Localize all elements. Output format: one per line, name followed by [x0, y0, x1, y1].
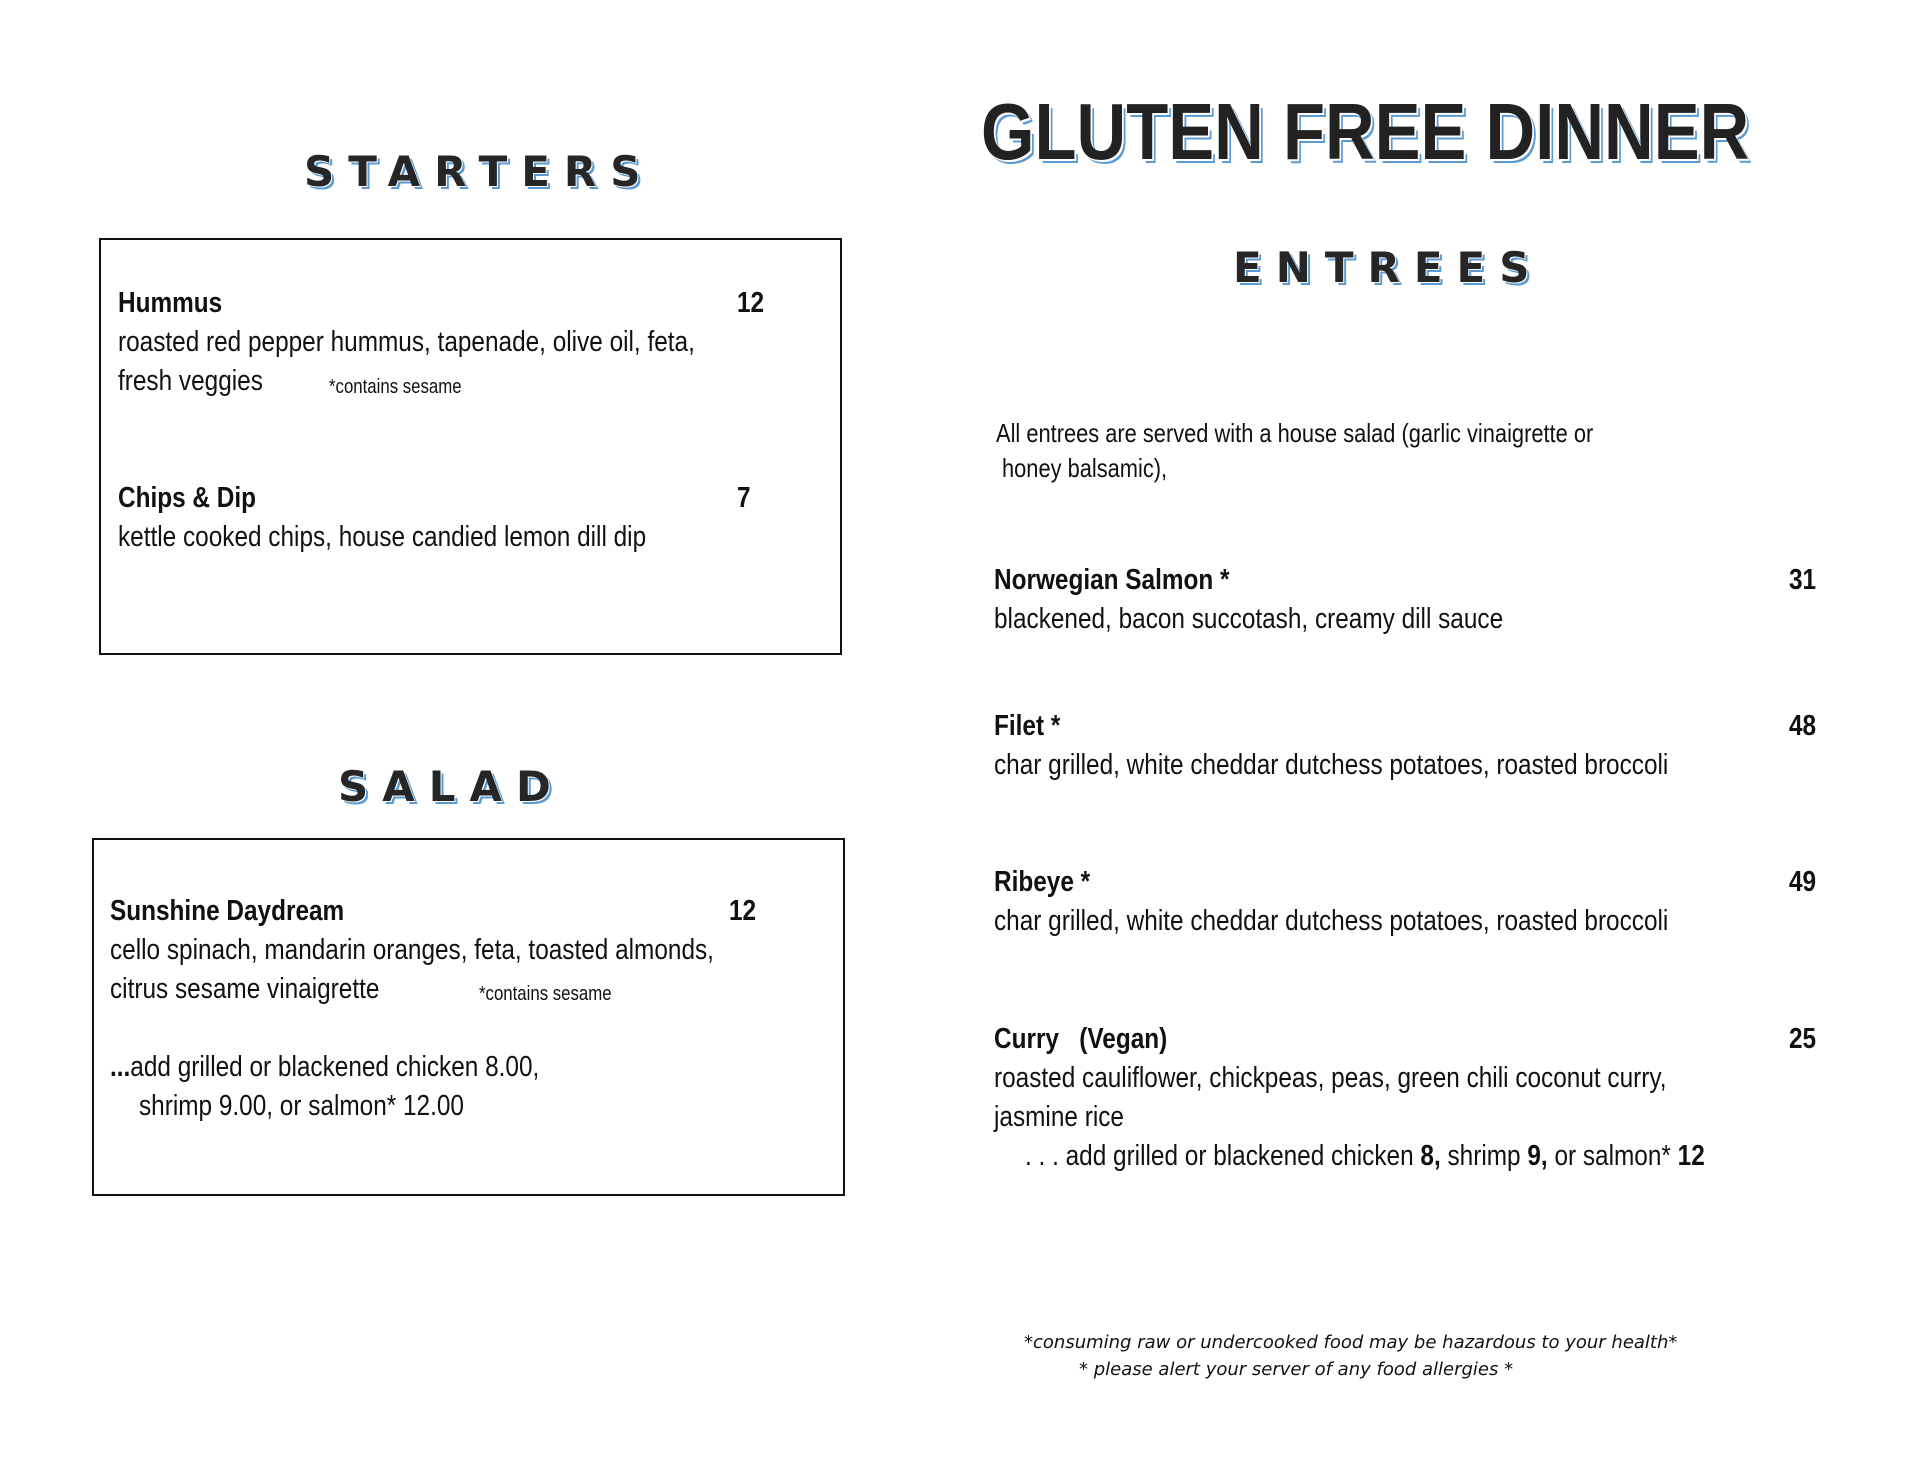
footer-allergy-notice: * please alert your server of any food a… [1079, 1359, 1514, 1380]
hummus-price: 12 [737, 287, 765, 319]
norwegian-salmon-name: Norwegian Salmon * [994, 564, 1230, 596]
curry-addon-text-2: shrimp [1440, 1140, 1528, 1172]
curry-addon-text-3: or salmon* [1547, 1140, 1678, 1172]
curry-addon: . . . add grilled or blackened chicken 8… [1025, 1142, 1705, 1171]
starters-box [99, 238, 842, 655]
curry-addon-shrimp-price: 9, [1527, 1140, 1548, 1172]
hummus-name: Hummus [118, 287, 223, 319]
entrees-intro-2: honey balsamic), [1002, 453, 1168, 483]
chips-dip-name: Chips & Dip [118, 482, 257, 514]
salad-box [92, 838, 845, 1196]
starters-heading: STARTERS [304, 147, 655, 196]
curry-addon-chicken-price: 8, [1420, 1140, 1441, 1172]
chips-dip-desc: kettle cooked chips, house candied lemon… [118, 521, 647, 553]
curry-addon-salmon-price: 12 [1677, 1140, 1705, 1172]
norwegian-salmon-price: 31 [1789, 564, 1817, 596]
salad-addon-text: add grilled or blackened chicken 8.00, [130, 1051, 540, 1083]
norwegian-salmon-desc: blackened, bacon succotash, creamy dill … [994, 603, 1504, 635]
curry-price: 25 [1789, 1023, 1817, 1055]
salad-addon-prefix: ... [110, 1051, 131, 1083]
ribeye-desc: char grilled, white cheddar dutchess pot… [994, 905, 1669, 937]
sunshine-daydream-price: 12 [729, 895, 757, 927]
menu-title: GLUTEN FREE DINNER [981, 87, 1750, 176]
curry-name: Curry (Vegan) [994, 1023, 1168, 1055]
salad-heading: SALAD [338, 762, 565, 811]
hummus-note: *contains sesame [329, 376, 462, 398]
ribeye-name: Ribeye * [994, 866, 1091, 898]
sunshine-daydream-note: *contains sesame [479, 983, 612, 1005]
sunshine-daydream-desc-1: cello spinach, mandarin oranges, feta, t… [110, 934, 714, 966]
sunshine-daydream-name: Sunshine Daydream [110, 895, 345, 927]
filet-desc: char grilled, white cheddar dutchess pot… [994, 749, 1669, 781]
curry-desc-1: roasted cauliflower, chickpeas, peas, gr… [994, 1062, 1667, 1094]
entrees-intro-1: All entrees are served with a house sala… [996, 418, 1594, 448]
chips-dip-price: 7 [737, 482, 751, 514]
curry-desc-2: jasmine rice [994, 1101, 1124, 1133]
footer-health-warning: *consuming raw or undercooked food may b… [1024, 1332, 1678, 1353]
filet-price: 48 [1789, 710, 1817, 742]
curry-addon-text-1: . . . add grilled or blackened chicken [1025, 1140, 1421, 1172]
salad-addon-line-2: shrimp 9.00, or salmon* 12.00 [139, 1090, 464, 1122]
hummus-desc-1: roasted red pepper hummus, tapenade, oli… [118, 326, 695, 358]
salad-addon-line-1: ...add grilled or blackened chicken 8.00… [110, 1053, 539, 1082]
filet-name: Filet * [994, 710, 1061, 742]
hummus-desc-2: fresh veggies [118, 365, 263, 397]
sunshine-daydream-desc-2: citrus sesame vinaigrette [110, 973, 380, 1005]
entrees-heading: ENTREES [1233, 243, 1544, 292]
ribeye-price: 49 [1789, 866, 1817, 898]
